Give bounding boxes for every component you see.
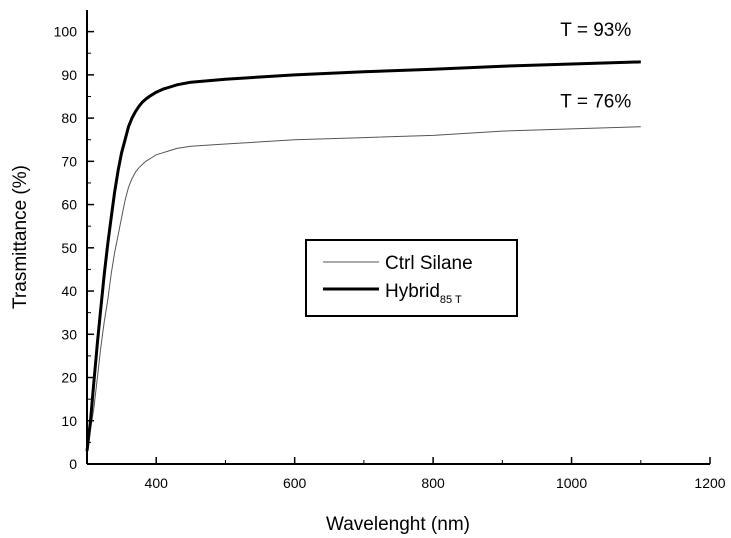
y-tick-label: 70 [61,153,77,169]
y-tick-label: 0 [69,456,77,472]
y-tick-label: 100 [54,24,78,40]
y-tick-label: 50 [61,240,77,256]
series-line-ctrl-silane [86,126,641,452]
y-tick-label: 40 [61,283,77,299]
legend-label-ctrl-silane: Ctrl Silane [385,253,473,274]
series-line-hybrid [85,60,641,452]
y-tick-label: 30 [61,326,77,342]
y-tick-label: 80 [61,110,77,126]
x-axis-title: Wavelenght (nm) [326,514,470,535]
axes: 0 10 20 30 40 50 60 70 80 90 100 400 600 800 1000 1200 [54,10,726,491]
legend-label-hybrid: Hybrid85 T [385,281,462,306]
y-tick-label: 20 [61,370,77,386]
x-tick-label: 800 [421,475,445,491]
x-tick-label: 1000 [556,475,587,491]
y-axis-title: Trasmittance (%) [10,165,31,309]
y-tick-label: 10 [61,413,77,429]
annotation-layer: T = 93% T = 76% [560,20,631,112]
legend-label-hybrid-main: Hybrid [385,281,440,302]
legend: Ctrl Silane Hybrid85 T [305,239,518,317]
x-tick-label: 400 [145,475,169,491]
y-tick-label: 60 [61,197,77,213]
x-tick-label: 600 [283,475,307,491]
series-layer [85,60,641,452]
legend-box [305,239,518,317]
annotation-0: T = 93% [560,20,631,41]
legend-label-hybrid-subscript: 85 T [440,294,462,306]
x-tick-label: 1200 [694,475,725,491]
annotation-1: T = 76% [560,91,631,112]
y-tick-label: 90 [61,67,77,83]
